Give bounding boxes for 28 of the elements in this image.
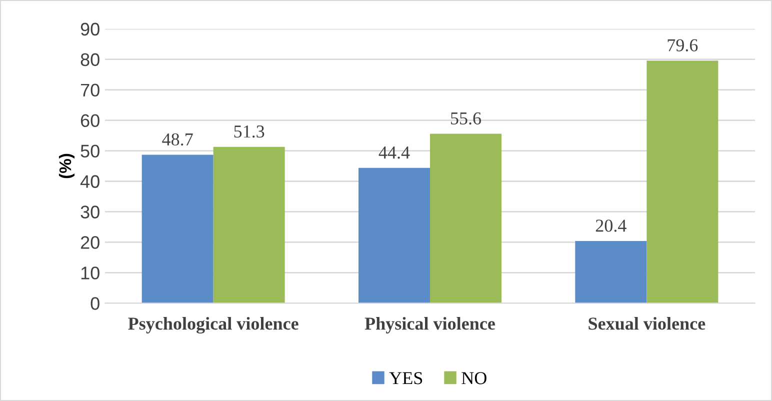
- bar: [142, 154, 214, 304]
- bar: [358, 168, 430, 304]
- legend-label: YES: [389, 372, 422, 384]
- y-tick-label: 50: [80, 144, 100, 158]
- data-label: 79.6: [668, 39, 698, 52]
- data-label: 51.3: [234, 125, 264, 138]
- y-tick-label: 30: [80, 206, 100, 218]
- bar: [575, 240, 647, 304]
- bar: [430, 134, 502, 304]
- y-tick-label: 70: [80, 84, 100, 97]
- y-tick-label: 60: [80, 114, 100, 128]
- y-tick-label: 20: [80, 236, 100, 249]
- legend-label: NO: [462, 372, 486, 384]
- bar: [213, 146, 285, 304]
- y-tick-label: 40: [80, 175, 100, 188]
- y-tick-label: 80: [80, 53, 100, 66]
- x-tick-label: Psychological violence: [128, 317, 298, 334]
- x-tick-label: Sexual violence: [588, 317, 706, 330]
- data-label: 48.7: [162, 133, 193, 146]
- data-label: 20.4: [596, 220, 626, 232]
- data-label: 55.6: [451, 112, 482, 125]
- y-tick-label: 90: [80, 22, 100, 36]
- x-tick-label: Physical violence: [364, 317, 495, 334]
- y-tick-label: 0: [90, 297, 100, 310]
- y-tick-label: 10: [81, 266, 100, 280]
- bar: [646, 60, 718, 304]
- y-axis-title: (%): [58, 154, 74, 178]
- data-label: 44.4: [378, 146, 410, 159]
